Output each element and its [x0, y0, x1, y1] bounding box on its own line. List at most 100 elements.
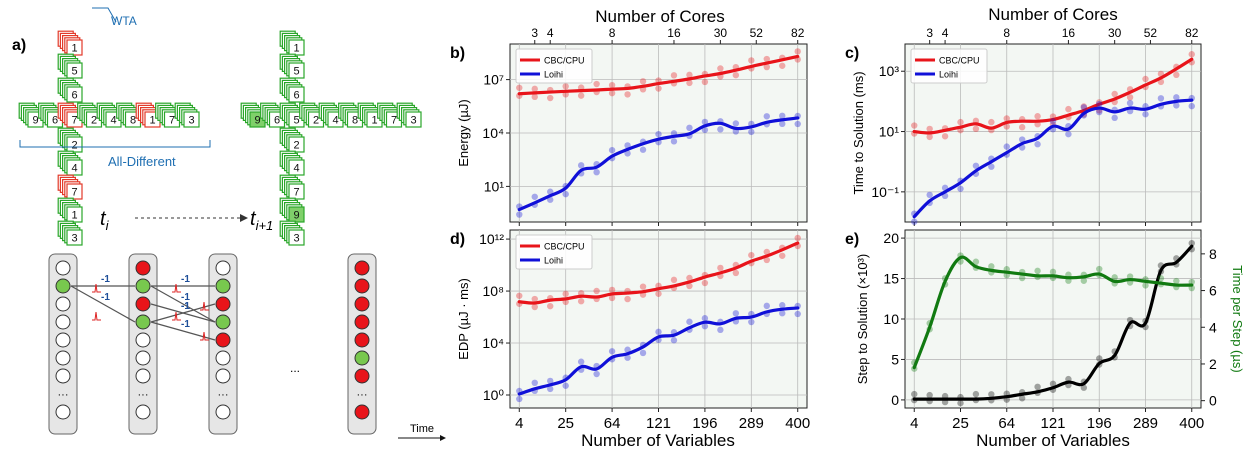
series-0-marker: [531, 85, 538, 93]
series-0-marker: [547, 302, 554, 310]
v-cell-0-box: [288, 39, 305, 56]
top-tick-label: 52: [750, 26, 764, 40]
series-0-marker: [531, 93, 538, 101]
series-1-marker: [516, 211, 523, 218]
series-1-marker: [732, 120, 740, 127]
v-cell-7-box: [288, 206, 305, 223]
chart-d: 4 25 64 121 196 289 400 10⁰ 10⁴ 10⁸ 10¹² EDP (µJ · …: [450, 229, 810, 432]
v-cell-8-text: 3: [71, 233, 77, 245]
top-tick-label: 30: [714, 26, 728, 40]
y2-tick-label: 4: [1209, 319, 1217, 335]
series-1-marker: [547, 377, 554, 385]
series-1-marker: [624, 346, 631, 353]
y-axis-label: Energy (µJ): [456, 99, 471, 166]
synapse: [150, 303, 216, 323]
v-cell-7-text: 9: [293, 210, 299, 222]
v-cell-0-text: 1: [71, 43, 77, 55]
series-1-marker: [624, 142, 631, 149]
series-0-marker: [794, 234, 801, 242]
panel-label: e): [845, 231, 859, 248]
v-cell-2-box: [66, 86, 83, 103]
series-0-marker: [1096, 355, 1103, 362]
v-cell-0-box: [66, 39, 83, 56]
synapse-weight: -1: [101, 274, 110, 285]
series-0-marker: [686, 282, 693, 290]
series-1-marker: [988, 263, 995, 270]
v-cell-4-text: 2: [293, 140, 299, 152]
h-cell-4-text: 4: [110, 115, 116, 127]
h-cell-2-text: 5: [293, 115, 299, 127]
neuron: [55, 350, 71, 366]
series-0-marker: [1034, 383, 1041, 391]
y2-tick-label: 2: [1209, 356, 1217, 372]
series-0-marker: [1065, 105, 1072, 113]
series-0-marker: [1188, 51, 1195, 58]
series-1-marker: [1157, 95, 1165, 102]
h-cell-7-text: 7: [391, 115, 397, 127]
series-0-marker: [701, 279, 709, 287]
synapse-weight: -1: [181, 301, 190, 312]
series-1-marker: [562, 190, 569, 198]
top-tick-label: 3: [531, 26, 538, 40]
network-ellipsis: ...: [290, 361, 300, 375]
series-1-marker: [1003, 143, 1010, 150]
series-1-marker: [1096, 265, 1103, 273]
series-1-marker: [577, 358, 585, 365]
v-cell-2-box: [288, 86, 305, 103]
series-0-marker: [941, 133, 949, 140]
series-0-marker: [670, 72, 678, 79]
series-0-marker: [577, 298, 585, 305]
neuron: [215, 314, 231, 330]
column-ellipsis: ···: [138, 389, 149, 401]
series-1-line: [912, 255, 1194, 370]
series-0-marker: [926, 125, 933, 133]
y-tick-label: 10⁰: [483, 387, 505, 403]
series-1-marker: [763, 113, 770, 120]
series-0-marker: [1034, 113, 1041, 120]
series-0-marker: [763, 248, 770, 256]
series-0-marker: [608, 81, 616, 89]
neuron: [354, 332, 370, 348]
v-cell-5-box: [288, 159, 305, 176]
series-1-marker: [1142, 282, 1149, 289]
y2-tick-label: 6: [1209, 283, 1217, 299]
bottom-axis-title: Number of Variables: [581, 431, 735, 450]
synapse-weight: -1: [181, 292, 190, 303]
h-cell-2-text: 7: [71, 115, 77, 127]
series-0-marker: [1003, 115, 1010, 122]
series-1-marker: [1080, 104, 1088, 111]
y-tick-label: 10¹²: [479, 231, 504, 247]
x-tick-label: 25: [952, 415, 969, 432]
series-0-marker: [1080, 103, 1088, 110]
v-cell-5-text: 4: [71, 163, 77, 175]
series-0-marker: [1049, 380, 1057, 387]
series-1-marker: [1096, 108, 1103, 116]
neuron: [135, 404, 151, 420]
x-tick-label: 64: [998, 415, 1015, 432]
series-1-marker: [1034, 267, 1041, 275]
neuron: [135, 314, 151, 330]
top-tick-label: 82: [1185, 26, 1199, 40]
series-1-marker: [593, 370, 600, 378]
y-tick-label: 10³: [879, 63, 900, 79]
series-1-marker: [748, 318, 755, 326]
series-0-marker: [779, 62, 786, 69]
series-0-line: [912, 57, 1194, 135]
series-1-marker: [1018, 136, 1026, 143]
neuron: [135, 260, 151, 276]
neuron: [354, 368, 370, 384]
neuron: [354, 314, 370, 330]
series-0-marker: [794, 48, 801, 55]
series-1-marker: [1049, 268, 1057, 276]
series-1-marker: [1188, 102, 1195, 110]
series-0-marker: [531, 295, 538, 303]
neuron: [215, 332, 231, 348]
series-0-marker: [608, 286, 616, 294]
neuron: [55, 404, 71, 420]
series-0-marker: [763, 63, 770, 71]
series-1-marker: [779, 120, 786, 128]
neuron: [215, 278, 231, 294]
synapse: [150, 285, 216, 323]
